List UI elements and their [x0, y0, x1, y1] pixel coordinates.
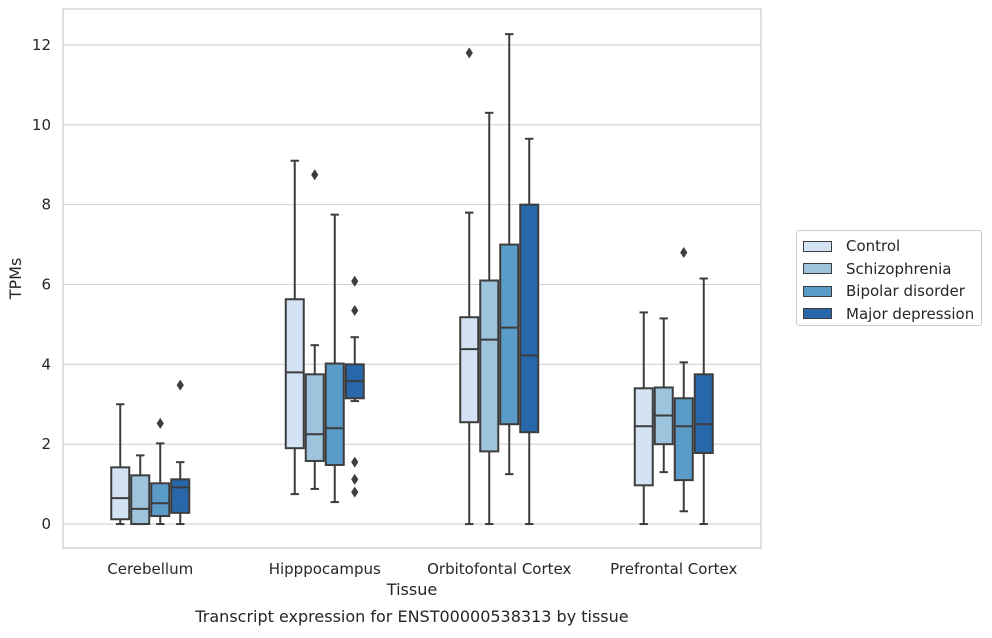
box-bipolar-disorder	[150, 417, 171, 526]
box-iqr	[673, 397, 694, 482]
x-tick-label: Hipppocampus	[269, 560, 381, 578]
x-tick-label: Prefrontal Cortex	[610, 560, 737, 578]
outlier-point	[351, 275, 359, 287]
x-axis-label: Tissue	[386, 580, 437, 599]
box-control	[110, 403, 131, 526]
outlier-point	[680, 247, 688, 259]
box-iqr	[499, 243, 520, 426]
legend-item: Major depression	[797, 303, 981, 326]
legend-swatch	[803, 240, 832, 252]
box-schizophrenia	[130, 454, 151, 526]
legend-item: Schizophrenia	[797, 258, 981, 281]
plot-frame	[62, 8, 762, 549]
legend-item: Bipolar disorder	[797, 280, 981, 303]
box-bipolar-disorder	[673, 247, 694, 513]
box-control	[459, 47, 480, 526]
y-tick-label: 6	[41, 275, 51, 293]
box-layer	[110, 33, 714, 526]
outlier-point	[311, 169, 319, 181]
box-iqr	[170, 478, 191, 514]
y-tick-label: 10	[32, 116, 51, 134]
outlier-point	[351, 456, 359, 468]
box-iqr	[110, 466, 131, 521]
outlier-point	[156, 417, 164, 429]
legend-label: Major depression	[846, 304, 975, 323]
legend: Control Schizophrenia Bipolar disorder Majo…	[796, 230, 982, 326]
y-axis-label: TPMs	[6, 258, 25, 301]
outlier-point	[176, 379, 184, 391]
legend-item: Control	[797, 235, 981, 258]
y-tick-label: 12	[32, 36, 51, 54]
y-tick-label: 2	[41, 435, 51, 453]
grid-layer	[63, 44, 761, 525]
y-tick-label: 8	[41, 196, 51, 214]
box-bipolar-disorder	[499, 33, 520, 476]
x-tick-label: Cerebellum	[107, 560, 193, 578]
box-iqr	[150, 482, 171, 518]
box-bipolar-disorder	[324, 213, 345, 504]
box-iqr	[519, 203, 540, 434]
box-iqr	[324, 362, 345, 466]
legend-label: Bipolar disorder	[846, 282, 965, 301]
box-major-depression	[519, 137, 540, 526]
box-iqr	[130, 474, 151, 526]
outlier-point	[465, 47, 473, 59]
legend-swatch	[803, 285, 832, 297]
y-tick-label: 0	[41, 515, 51, 533]
legend-swatch	[803, 308, 832, 320]
outlier-point	[351, 473, 359, 485]
tick-layer: 0 2 4 6 8 10 12 Cerebellum Hipppocampus Orbitofon…	[32, 36, 738, 578]
box-major-depression	[344, 275, 365, 498]
y-tick-label: 4	[41, 355, 51, 373]
legend-swatch	[803, 263, 832, 275]
box-schizophrenia	[653, 317, 674, 474]
box-schizophrenia	[479, 111, 500, 526]
legend-label: Control	[846, 237, 901, 256]
box-iqr	[304, 373, 325, 462]
box-schizophrenia	[304, 169, 325, 490]
box-iqr	[693, 373, 714, 454]
legend-label: Schizophrenia	[846, 259, 952, 278]
outlier-point	[351, 304, 359, 316]
box-iqr	[284, 298, 305, 450]
box-iqr	[633, 387, 654, 487]
box-control	[284, 159, 305, 496]
box-iqr	[479, 279, 500, 453]
box-control	[633, 311, 654, 526]
outlier-point	[351, 486, 359, 498]
x-tick-label: Orbitofontal Cortex	[427, 560, 571, 578]
box-major-depression	[170, 379, 191, 526]
chart-title: Transcript expression for ENST0000053831…	[194, 607, 628, 626]
box-iqr	[459, 316, 480, 424]
box-major-depression	[693, 277, 714, 526]
